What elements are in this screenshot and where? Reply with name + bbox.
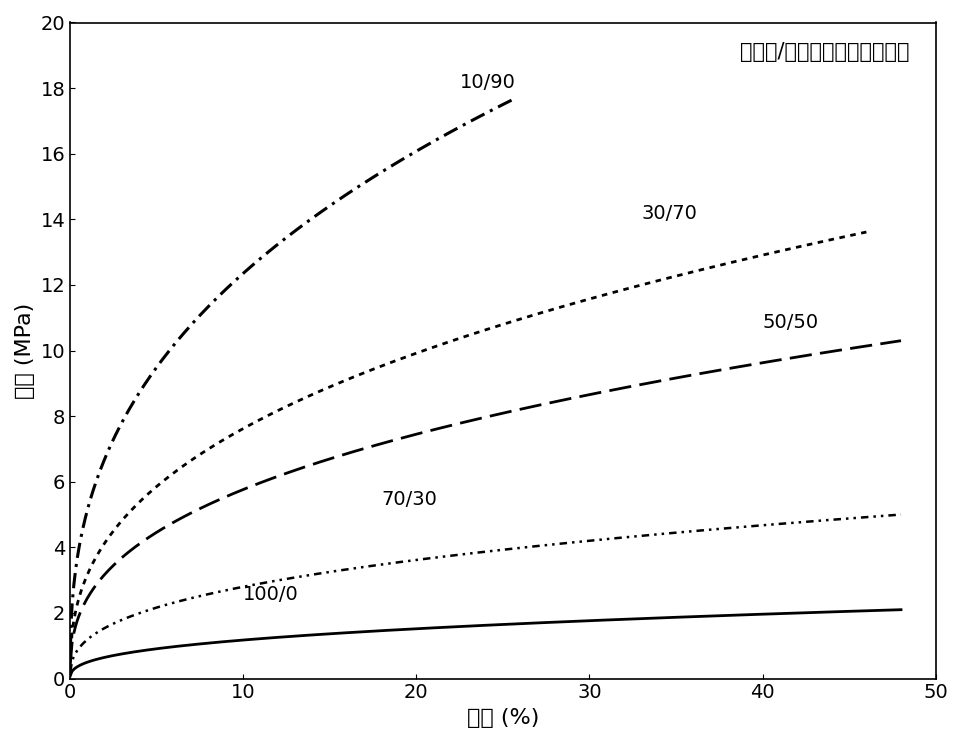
Text: 30/70: 30/70 (641, 204, 697, 224)
Text: 聚乳酸/聚丁内酰胺（质量比）: 聚乳酸/聚丁内酰胺（质量比） (741, 42, 910, 62)
Text: 70/30: 70/30 (381, 490, 437, 509)
Y-axis label: 应力 (MPa): 应力 (MPa) (15, 302, 35, 399)
Text: 100/0: 100/0 (244, 585, 299, 604)
Text: 10/90: 10/90 (459, 73, 515, 92)
Text: 50/50: 50/50 (763, 313, 819, 331)
X-axis label: 应变 (%): 应变 (%) (467, 708, 539, 728)
